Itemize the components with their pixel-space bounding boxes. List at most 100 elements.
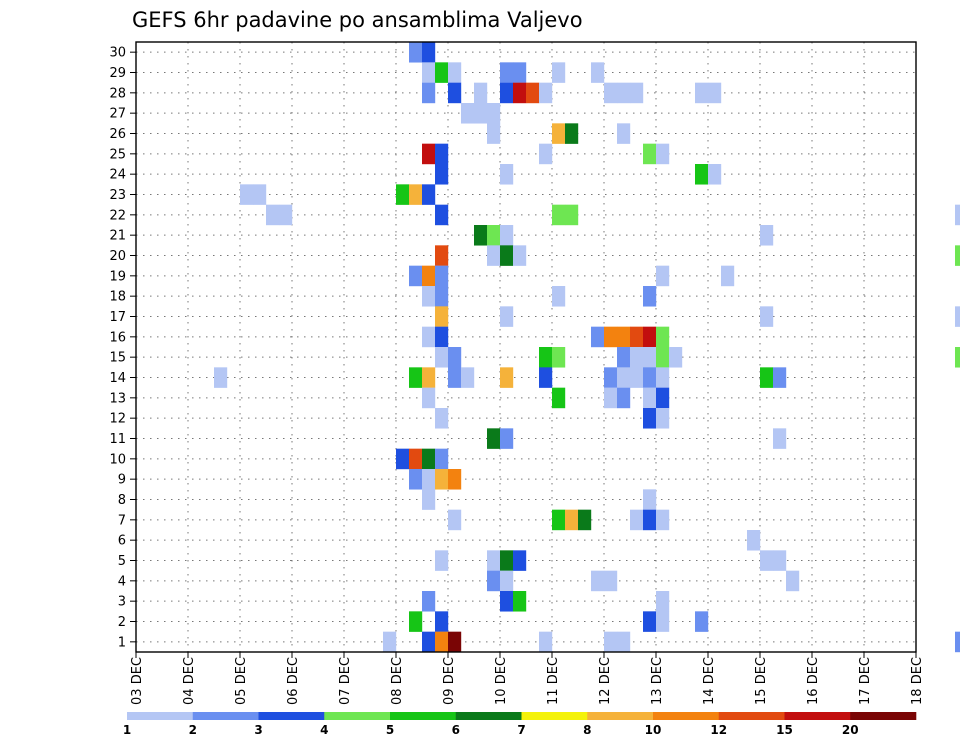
data-cell — [435, 204, 449, 226]
data-cell — [552, 123, 566, 144]
data-cell — [422, 489, 436, 510]
data-cell — [643, 286, 657, 307]
data-cell — [487, 428, 501, 449]
data-cell — [955, 204, 960, 226]
data-cell — [617, 347, 631, 368]
data-cell — [643, 143, 657, 165]
data-cell — [435, 469, 449, 490]
data-cell — [760, 367, 774, 388]
data-cell — [630, 367, 644, 388]
data-cell — [422, 387, 436, 409]
data-cell — [500, 367, 514, 388]
legend-label: 12 — [710, 723, 727, 737]
data-cell — [643, 489, 657, 510]
y-tick-label: 26 — [109, 127, 126, 142]
data-cell — [747, 530, 761, 551]
data-cell — [422, 631, 436, 653]
y-tick-label: 13 — [109, 391, 126, 406]
data-cell — [435, 164, 449, 185]
data-cell — [422, 448, 436, 470]
data-cell — [513, 82, 527, 104]
data-cell — [422, 143, 436, 165]
data-cell — [279, 204, 293, 226]
data-cell — [435, 265, 449, 287]
y-tick-label: 9 — [118, 473, 126, 488]
y-tick-label: 7 — [118, 513, 126, 528]
data-cell — [539, 347, 553, 368]
data-cell — [500, 550, 514, 571]
legend-label: 1 — [123, 723, 131, 737]
data-cell — [396, 448, 410, 470]
legend-label: 10 — [645, 723, 662, 737]
data-cell — [500, 306, 514, 327]
data-cell — [643, 367, 657, 388]
legend-swatch — [258, 712, 325, 720]
data-cell — [422, 82, 436, 104]
data-cell — [539, 143, 553, 165]
y-tick-label: 8 — [118, 493, 126, 508]
y-tick-label: 1 — [118, 635, 126, 650]
data-cell — [539, 367, 553, 388]
data-cell — [773, 367, 787, 388]
data-cell — [604, 387, 618, 409]
x-axis-ticks: 03 DEC 04 DEC 05 DEC 06 DEC 07 DEC 08 DEC 09 D… — [130, 652, 925, 705]
data-cell — [474, 82, 488, 104]
x-tick-label: 07 DEC — [338, 657, 353, 705]
legend-label: 15 — [776, 723, 793, 737]
data-cell — [500, 428, 514, 449]
data-cell — [500, 570, 514, 592]
data-cell — [955, 631, 960, 653]
data-cell — [409, 611, 423, 632]
data-cell — [500, 164, 514, 185]
data-cell — [487, 103, 501, 124]
data-cell — [474, 103, 488, 124]
data-cell — [786, 570, 800, 592]
data-cell — [435, 408, 449, 429]
y-tick-label: 23 — [109, 188, 126, 203]
data-cell — [656, 408, 670, 429]
data-cell — [448, 347, 462, 368]
data-cell — [656, 591, 670, 612]
y-tick-label: 28 — [109, 86, 126, 101]
y-tick-label: 12 — [109, 412, 126, 427]
data-cell — [487, 123, 501, 144]
data-cell — [643, 347, 657, 368]
data-cell — [552, 387, 566, 409]
data-cell — [617, 326, 631, 348]
y-axis-ticks: 1234567891011121314151617181920212223242… — [109, 46, 136, 650]
data-cell — [474, 225, 488, 246]
y-tick-label: 21 — [109, 229, 126, 244]
y-tick-label: 10 — [109, 452, 126, 467]
legend-label: 4 — [320, 723, 328, 737]
data-cell — [435, 306, 449, 327]
y-tick-label: 20 — [109, 249, 126, 264]
data-cell — [591, 62, 605, 83]
data-cell — [643, 326, 657, 348]
data-cell — [422, 591, 436, 612]
x-tick-label: 13 DEC — [650, 657, 665, 705]
legend-swatch — [653, 712, 720, 720]
legend-label: 8 — [583, 723, 591, 737]
data-cell — [656, 265, 670, 287]
y-tick-label: 6 — [118, 534, 126, 549]
data-cell — [487, 550, 501, 571]
data-cell — [539, 82, 553, 104]
data-cell — [656, 387, 670, 409]
data-cell — [656, 143, 670, 165]
x-tick-label: 15 DEC — [754, 657, 769, 705]
data-cell — [604, 326, 618, 348]
data-cell — [253, 184, 267, 205]
x-tick-label: 14 DEC — [702, 657, 717, 705]
data-cell — [448, 631, 462, 653]
data-cell — [565, 509, 579, 531]
x-tick-label: 18 DEC — [910, 657, 925, 705]
y-tick-label: 19 — [109, 269, 126, 284]
data-cell — [448, 62, 462, 83]
data-cell — [578, 509, 592, 531]
data-cell — [643, 408, 657, 429]
data-cell — [422, 367, 436, 388]
data-cell — [695, 611, 709, 632]
x-tick-label: 04 DEC — [182, 657, 197, 705]
data-cell — [422, 42, 436, 63]
data-cell — [955, 347, 960, 368]
